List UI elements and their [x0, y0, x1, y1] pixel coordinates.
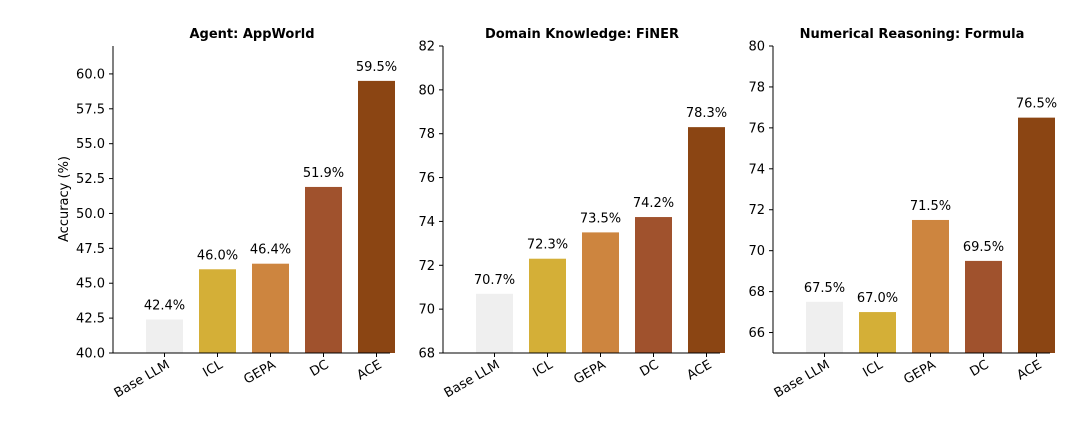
- x-tick-label: GEPA: [571, 357, 608, 387]
- y-tick-label: 74: [418, 215, 435, 230]
- x-tick-label: ICL: [201, 357, 227, 380]
- data-label: 73.5%: [580, 211, 621, 226]
- chart-title: Agent: AppWorld: [189, 27, 314, 42]
- chart-panel-finer: Domain Knowledge: FiNER 70.7% Base LLM 72.…: [418, 27, 727, 401]
- x-tick-label: DC: [967, 357, 991, 380]
- x-tick-label: Base LLM: [112, 357, 173, 401]
- y-tick-label: 80: [418, 83, 435, 98]
- chart-panel-appworld: Agent: AppWorld Accuracy (%) 42.4% Base L…: [57, 27, 397, 401]
- x-tick-label: ICL: [531, 357, 557, 380]
- bar: [146, 319, 183, 353]
- bar: [529, 258, 566, 353]
- y-tick-label: 80: [748, 40, 765, 55]
- y-tick-label: 68: [748, 285, 765, 300]
- x-tick-label: Base LLM: [772, 357, 833, 401]
- data-label: 76.5%: [1016, 97, 1057, 112]
- data-label: 42.4%: [144, 299, 185, 314]
- bar: [688, 127, 725, 353]
- data-label: 46.0%: [197, 248, 238, 263]
- data-label: 51.9%: [303, 166, 344, 181]
- x-tick-label: ICL: [861, 357, 887, 380]
- y-tick-label: 66: [748, 326, 765, 341]
- plot-area: 42.4% Base LLM 46.0% ICL 46.4% GEPA 51.9% DC 59.…: [76, 46, 397, 401]
- data-label: 67.0%: [857, 291, 898, 306]
- x-tick-label: ACE: [1015, 357, 1045, 383]
- y-tick-label: 68: [418, 347, 435, 362]
- y-tick-label: 42.5: [76, 312, 105, 327]
- data-label: 72.3%: [527, 238, 568, 253]
- y-tick-label: 78: [418, 127, 435, 142]
- y-tick-label: 60.0: [76, 67, 105, 82]
- x-tick-label: GEPA: [901, 357, 938, 387]
- bar: [358, 80, 395, 354]
- y-tick-label: 47.5: [76, 242, 105, 257]
- y-tick-label: 82: [418, 40, 435, 55]
- data-label: 67.5%: [804, 281, 845, 296]
- plot-area: 70.7% Base LLM 72.3% ICL 73.5% GEPA 74.2% DC 78.…: [418, 40, 727, 402]
- y-tick-label: 70: [748, 244, 765, 259]
- bar: [859, 312, 896, 353]
- y-tick-label: 72: [748, 203, 765, 218]
- data-label: 59.5%: [356, 60, 397, 75]
- y-tick-label: 45.0: [76, 277, 105, 292]
- x-tick-label: ACE: [355, 357, 385, 383]
- bar: [635, 217, 672, 353]
- bar: [199, 269, 236, 353]
- bar: [912, 219, 949, 353]
- bar: [965, 260, 1002, 353]
- y-tick-label: 74: [748, 162, 765, 177]
- y-axis-label: Accuracy (%): [57, 156, 72, 242]
- data-label: 70.7%: [474, 273, 515, 288]
- bar: [305, 186, 342, 353]
- data-label: 69.5%: [963, 240, 1004, 255]
- y-tick-label: 55.0: [76, 137, 105, 152]
- chart-panel-formula: Numerical Reasoning: Formula 67.5% Base L…: [748, 27, 1057, 401]
- y-tick-label: 76: [748, 121, 765, 136]
- bar: [806, 301, 843, 353]
- y-tick-label: 50.0: [76, 207, 105, 222]
- bar: [1018, 117, 1055, 353]
- x-tick-label: Base LLM: [442, 357, 503, 401]
- x-tick-label: DC: [637, 357, 661, 380]
- y-tick-label: 52.5: [76, 172, 105, 187]
- y-tick-label: 72: [418, 259, 435, 274]
- y-tick-label: 57.5: [76, 102, 105, 117]
- data-label: 78.3%: [686, 106, 727, 121]
- y-tick-label: 70: [418, 303, 435, 318]
- y-tick-label: 40.0: [76, 347, 105, 362]
- x-tick-label: GEPA: [241, 357, 278, 387]
- bar: [476, 293, 513, 353]
- chart-title: Numerical Reasoning: Formula: [800, 27, 1025, 42]
- x-tick-label: DC: [307, 357, 331, 380]
- plot-area: 67.5% Base LLM 67.0% ICL 71.5% GEPA 69.5% DC 76.…: [748, 40, 1057, 402]
- data-label: 74.2%: [633, 196, 674, 211]
- y-tick-label: 78: [748, 80, 765, 95]
- x-tick-label: ACE: [685, 357, 715, 383]
- data-label: 71.5%: [910, 199, 951, 214]
- y-tick-label: 76: [418, 171, 435, 186]
- chart-title: Domain Knowledge: FiNER: [485, 27, 679, 42]
- data-label: 46.4%: [250, 243, 291, 258]
- bar: [582, 232, 619, 353]
- bar: [252, 263, 289, 353]
